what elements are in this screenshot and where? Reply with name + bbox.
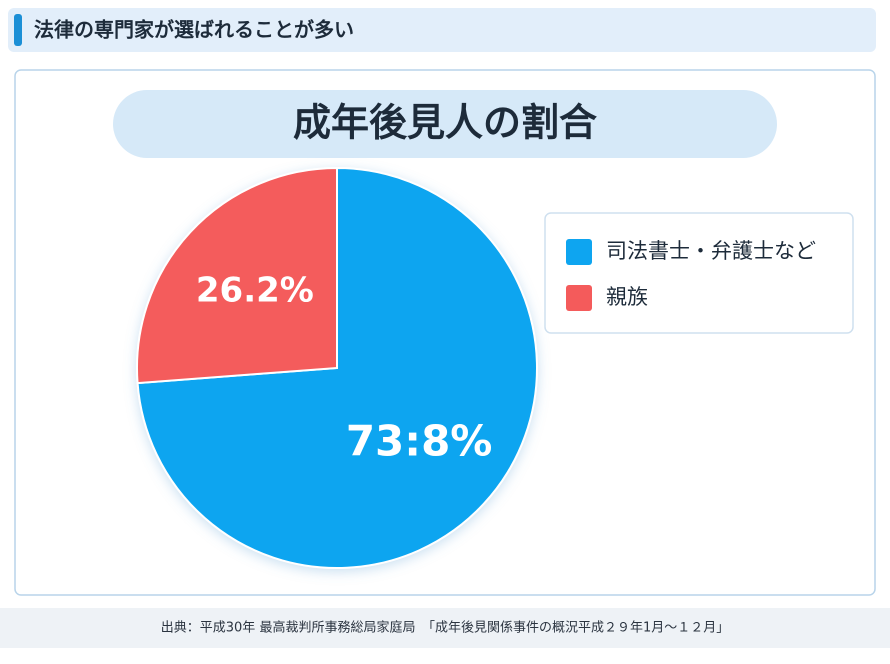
pie	[136, 166, 538, 569]
legend-box	[544, 212, 854, 334]
legend-label: 親族	[606, 285, 648, 309]
source-note: 出典：平成30年 最高裁判所事務総局家庭局 「成年後見関係事件の概況平成２９年1…	[161, 620, 729, 636]
title-pill	[113, 90, 777, 158]
legend-swatch	[566, 239, 592, 265]
legend-swatch	[566, 285, 592, 311]
pie-slice	[136, 166, 338, 385]
slice-label: 26.2%	[196, 270, 314, 310]
footer-bar	[0, 608, 890, 648]
chart-title: 成年後見人の割合	[293, 101, 597, 145]
header-bar	[8, 8, 876, 52]
legend-label: 司法書士・弁護士など	[606, 239, 816, 263]
header-accent	[14, 14, 22, 46]
slice-label: 73:8%	[346, 417, 493, 466]
header-title: 法律の専門家が選ばれることが多い	[34, 18, 354, 42]
